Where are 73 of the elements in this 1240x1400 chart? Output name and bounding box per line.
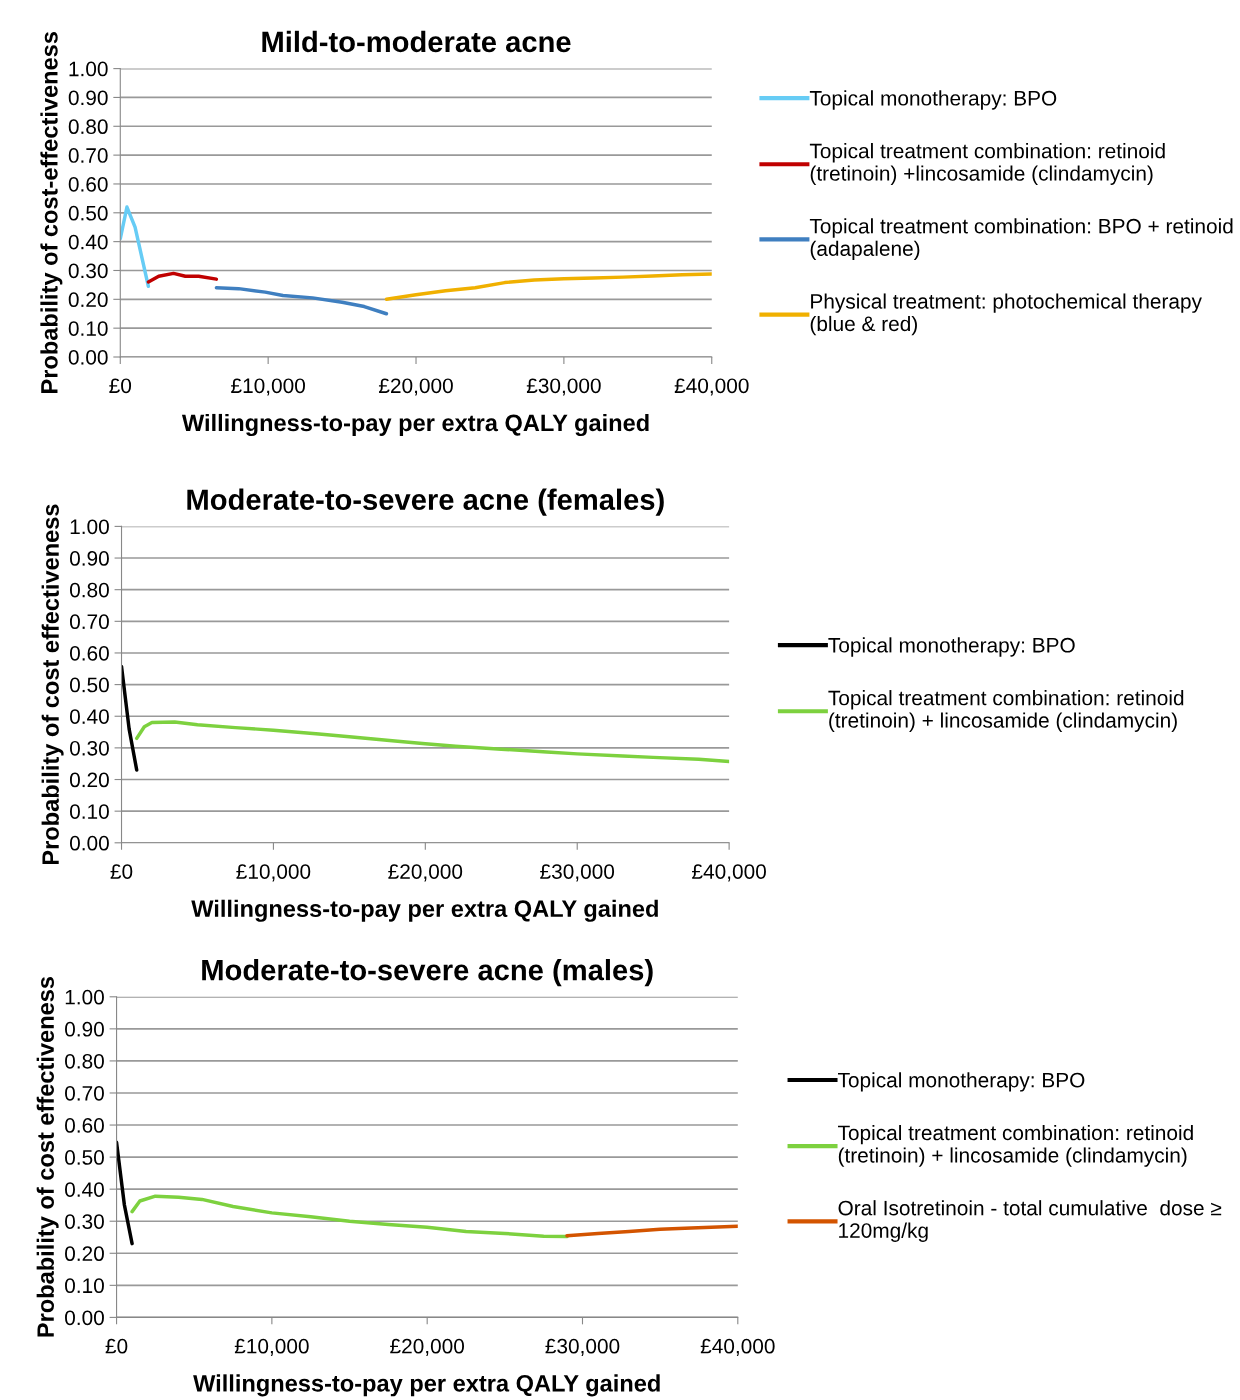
y-tick-label: 0.90 <box>65 1021 104 1037</box>
chart-title: Mild-to-moderate acne <box>262 30 571 53</box>
legend-label: Physical treatment: photochemical therapy (blue & red) <box>810 293 1202 336</box>
x-tick-label: £20,000 <box>390 1338 465 1356</box>
y-tick-label: 0.80 <box>65 1053 104 1069</box>
x-tick-label: £10,000 <box>231 378 305 396</box>
legend-label: Topical treatment combination: retinoid (tretinoin) + lincosamide (clindamycin) <box>828 690 1184 732</box>
y-tick-label: 0.10 <box>65 1278 104 1294</box>
y-tick-label: 0.60 <box>65 1118 104 1133</box>
y-tick-label: 0.70 <box>68 148 108 163</box>
y-tick-label: 1.00 <box>70 519 109 535</box>
x-tick-label: £0 <box>110 864 133 879</box>
y-tick-label: 0.30 <box>65 1214 104 1229</box>
line-series <box>565 1224 738 1238</box>
line-series <box>146 271 219 284</box>
y-tick-label: 0.70 <box>65 1085 104 1101</box>
chart-title: Moderate-to-severe acne (females) <box>187 488 664 516</box>
y-tick-label: 0.30 <box>69 740 109 756</box>
x-tick-label: £0 <box>105 1338 128 1354</box>
x-tick-label: £10,000 <box>234 1338 309 1356</box>
legend-label: Topical monotherapy: BPO <box>828 637 1075 657</box>
x-axis-title: Willingness-to-pay per extra QALY gained <box>191 899 658 922</box>
y-axis-title: Probability of cost effectiveness <box>36 976 59 1337</box>
x-tick-label: £0 <box>109 378 132 394</box>
line-series <box>214 286 389 316</box>
y-tick-label: 0.10 <box>69 804 109 819</box>
y-axis-title: Probability of cost effectiveness <box>41 504 64 865</box>
x-axis-title: Willingness-to-pay per extra QALY gained <box>193 1374 660 1397</box>
y-tick-label: 1.00 <box>65 989 104 1005</box>
y-tick-label: 0.20 <box>65 1246 104 1262</box>
chart-title: Moderate-to-severe acne (males) <box>202 959 653 987</box>
x-tick-label: £30,000 <box>526 378 601 396</box>
x-tick-label: £20,000 <box>388 864 463 882</box>
legend-label: Topical monotherapy: BPO <box>838 1072 1085 1092</box>
y-axis-title: Probability of cost-effectiveness <box>40 32 63 393</box>
y-tick-label: 0.80 <box>68 119 108 135</box>
x-tick-label: £10,000 <box>236 864 311 882</box>
y-tick-label: 0.50 <box>68 205 108 221</box>
line-series <box>120 205 151 289</box>
y-tick-label: 0.00 <box>69 835 109 851</box>
x-tick-label: £30,000 <box>540 864 615 882</box>
legend-label: Oral Isotretinoin - total cumulative dose ≥ 120mg/kg <box>838 1200 1222 1242</box>
y-tick-label: 0.40 <box>68 234 108 250</box>
y-tick-label: 0.40 <box>65 1182 104 1197</box>
line-series <box>384 272 712 302</box>
x-tick-label: £40,000 <box>674 378 749 396</box>
legend-label: Topical monotherapy: BPO <box>809 90 1057 110</box>
y-tick-label: 0.80 <box>69 582 109 598</box>
line-series <box>130 1194 569 1239</box>
y-tick-label: 0.50 <box>69 677 109 693</box>
legend-label: Topical treatment combination: BPO + retinoid (adapalene) <box>809 218 1233 261</box>
x-axis-title: Willingness-to-pay per extra QALY gained <box>181 413 649 437</box>
y-tick-label: 0.90 <box>68 90 108 106</box>
y-tick-label: 0.10 <box>68 321 108 336</box>
legend-label: Topical treatment combination: retinoid (tretinoin) + lincosamide (clindamycin) <box>838 1124 1193 1167</box>
y-tick-label: 0.90 <box>69 551 109 566</box>
y-tick-label: 0.30 <box>68 263 108 279</box>
y-tick-label: 0.50 <box>65 1150 104 1165</box>
x-tick-label: £40,000 <box>692 864 766 882</box>
y-tick-label: 0.60 <box>68 176 108 192</box>
x-tick-label: £20,000 <box>378 378 453 396</box>
y-tick-label: 0.00 <box>65 1310 104 1326</box>
y-tick-label: 0.60 <box>69 645 109 661</box>
y-tick-label: 0.20 <box>69 772 109 788</box>
y-tick-label: 0.70 <box>69 614 109 630</box>
x-tick-label: £30,000 <box>545 1338 620 1356</box>
legend-label: Topical treatment combination: retinoid (tretinoin) +lincosamide (clindamycin) <box>809 143 1165 185</box>
y-tick-label: 0.00 <box>68 350 108 365</box>
x-tick-label: £40,000 <box>700 1338 775 1356</box>
y-tick-label: 0.40 <box>69 709 109 724</box>
line-series <box>134 720 730 764</box>
y-tick-label: 1.00 <box>69 61 108 77</box>
y-tick-label: 0.20 <box>68 292 108 308</box>
